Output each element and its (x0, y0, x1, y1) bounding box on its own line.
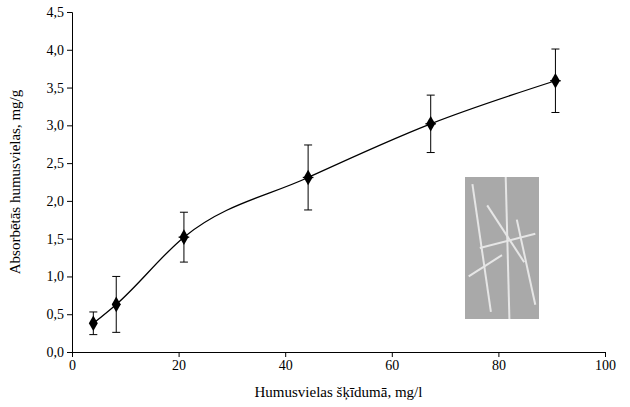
tick: 2,5 (47, 156, 73, 171)
error-bar (180, 212, 188, 262)
tick: 4,0 (47, 43, 73, 58)
tick-mark (179, 352, 180, 357)
tick-label: 0 (69, 358, 76, 373)
error-bar-cap (304, 144, 312, 145)
tick: 0,0 (47, 345, 73, 360)
marker (89, 316, 98, 332)
tick: 0,5 (47, 307, 73, 322)
tick-mark (605, 352, 606, 357)
inset-hypha (517, 220, 536, 305)
y-axis-title: Absorbētās humusvielas, mg/g (7, 89, 23, 274)
tick-label: 100 (595, 358, 616, 373)
error-bar-cap (112, 332, 120, 333)
marker (426, 116, 435, 132)
tick-label: 0,0 (47, 345, 65, 360)
error-bar-cap (304, 209, 312, 210)
tick-label: 0,5 (47, 307, 65, 322)
tick-mark (67, 201, 72, 202)
error-bar-cap (427, 95, 435, 96)
tick-mark (67, 239, 72, 240)
error-bar-cap (112, 276, 120, 277)
tick-mark (67, 50, 72, 51)
tick-label: 2,5 (47, 156, 65, 171)
tick-label: 20 (172, 358, 186, 373)
tick-mark (67, 314, 72, 315)
tick-label: 3,0 (47, 118, 65, 133)
tick: 3,0 (47, 118, 73, 133)
tick: 60 (385, 352, 399, 373)
error-bar-cap (551, 112, 559, 113)
inset-hypha (480, 234, 536, 248)
tick-label: 1,5 (47, 232, 65, 247)
error-bar-cap (180, 262, 188, 263)
axis-line (67, 13, 73, 353)
tick: 80 (492, 352, 506, 373)
tick-label: 60 (385, 358, 399, 373)
x-axis: 0 20 40 60 80 100 (69, 352, 616, 373)
error-bar (89, 312, 97, 335)
marker (179, 229, 188, 245)
error-bar (304, 145, 312, 210)
marks (89, 49, 561, 335)
inset-image (465, 177, 539, 319)
tick-label: 3,5 (47, 81, 65, 96)
y-axis: 0,0 0,5 1,0 1,5 2,0 2,5 3,0 3,5 4,0 4,5 (47, 5, 73, 360)
marker (551, 73, 560, 89)
inset-hypha (506, 177, 510, 319)
inset-background (465, 177, 539, 319)
tick: 4,5 (47, 5, 73, 20)
marker (304, 170, 313, 186)
axis-line (73, 353, 606, 358)
tick: 20 (172, 352, 186, 373)
tick-label: 2,0 (47, 194, 65, 209)
tick-mark (67, 12, 72, 13)
tick-mark (67, 352, 72, 353)
tick-label: 1,0 (47, 269, 65, 284)
error-bar-cap (551, 49, 559, 50)
error-bar (112, 276, 120, 332)
error-bar-cap (89, 334, 97, 335)
tick-mark (67, 125, 72, 126)
tick: 100 (595, 352, 616, 373)
error-bar-cap (89, 311, 97, 312)
tick-label: 40 (279, 358, 293, 373)
error-bar (551, 49, 559, 112)
error-bar-cap (180, 212, 188, 213)
x-axis-title: Humusvielas šķīdumā, mg/l (255, 384, 423, 401)
tick-mark (67, 88, 72, 89)
inset-hypha (469, 255, 502, 276)
tick-mark (498, 352, 499, 357)
tick-label: 4,0 (47, 43, 65, 58)
tick: 2,0 (47, 194, 73, 209)
plot: 0 20 40 60 80 100 0,0 0,5 1,0 1,5 2,0 2,5 3,0 3,5 4,0 4… (47, 5, 617, 373)
tick-mark (67, 163, 72, 164)
chart: 0 20 40 60 80 100 0,0 0,5 1,0 1,5 2,0 2,5 3,0 3,5 4,0 4… (0, 0, 630, 407)
tick: 3,5 (47, 81, 73, 96)
error-bar (427, 95, 435, 152)
error-bar-cap (427, 152, 435, 153)
tick-mark (67, 276, 72, 277)
tick-label: 4,5 (47, 5, 65, 20)
line (93, 81, 555, 324)
tick: 1,0 (47, 269, 73, 284)
tick-label: 80 (492, 358, 506, 373)
tick-mark (285, 352, 286, 357)
tick: 0 (69, 352, 76, 373)
marker (112, 297, 121, 313)
tick: 1,5 (47, 232, 73, 247)
tick: 40 (279, 352, 293, 373)
tick-mark (392, 352, 393, 357)
